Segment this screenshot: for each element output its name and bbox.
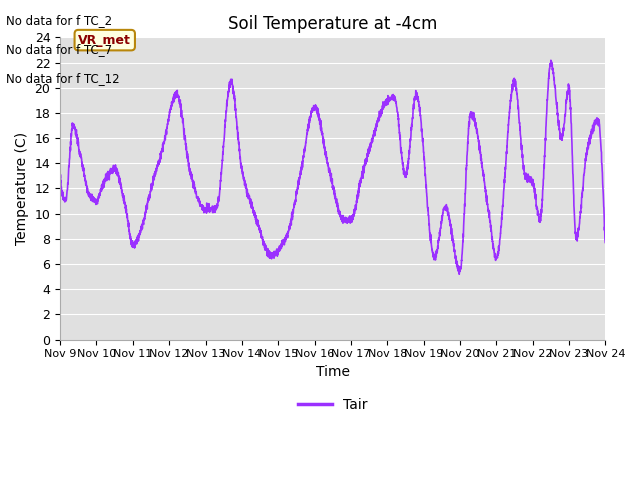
Y-axis label: Temperature (C): Temperature (C) xyxy=(15,132,29,245)
Text: No data for f TC_7: No data for f TC_7 xyxy=(6,43,113,56)
Text: No data for f TC_12: No data for f TC_12 xyxy=(6,72,120,85)
Legend: Tair: Tair xyxy=(292,392,373,418)
Title: Soil Temperature at -4cm: Soil Temperature at -4cm xyxy=(228,15,437,33)
Text: VR_met: VR_met xyxy=(78,34,131,47)
X-axis label: Time: Time xyxy=(316,365,349,379)
Text: No data for f TC_2: No data for f TC_2 xyxy=(6,14,113,27)
